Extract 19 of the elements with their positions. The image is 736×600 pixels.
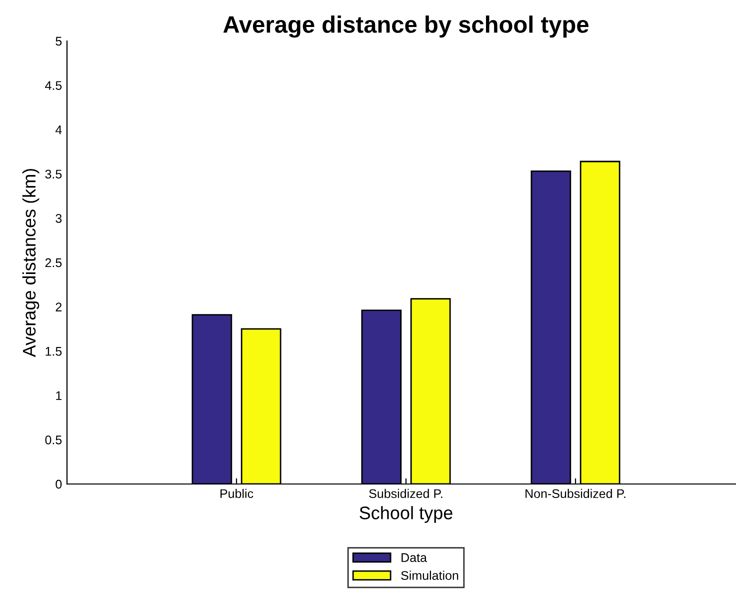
y-tick-label: 1 (56, 391, 62, 400)
x-tick-label: Public (220, 488, 254, 498)
legend-label: Data (402, 553, 427, 562)
y-tick-label: 5 (56, 36, 62, 46)
y-tick-label: 2.5 (45, 258, 62, 268)
x-tick-label: Non-Subsidized P. (526, 488, 626, 498)
y-tick-label: 4.5 (45, 81, 62, 90)
x-tick-label: Subsidized P. (369, 488, 442, 498)
y-tick-label: 0.5 (45, 436, 62, 444)
legend-label: Simulation (401, 570, 458, 580)
y-axis-title: Average distances (km) (22, 168, 40, 358)
y-tick-label: 4 (55, 126, 62, 134)
y-tick-label: 3.5 (45, 170, 62, 179)
y-tick-label: 1.5 (46, 347, 62, 356)
chart-title: Average distance by school type (223, 16, 588, 38)
y-tick-label: 0 (56, 480, 62, 489)
y-tick-label: 3 (56, 214, 62, 223)
x-axis-title: School type (360, 506, 452, 523)
y-tick-label: 2 (56, 302, 62, 312)
